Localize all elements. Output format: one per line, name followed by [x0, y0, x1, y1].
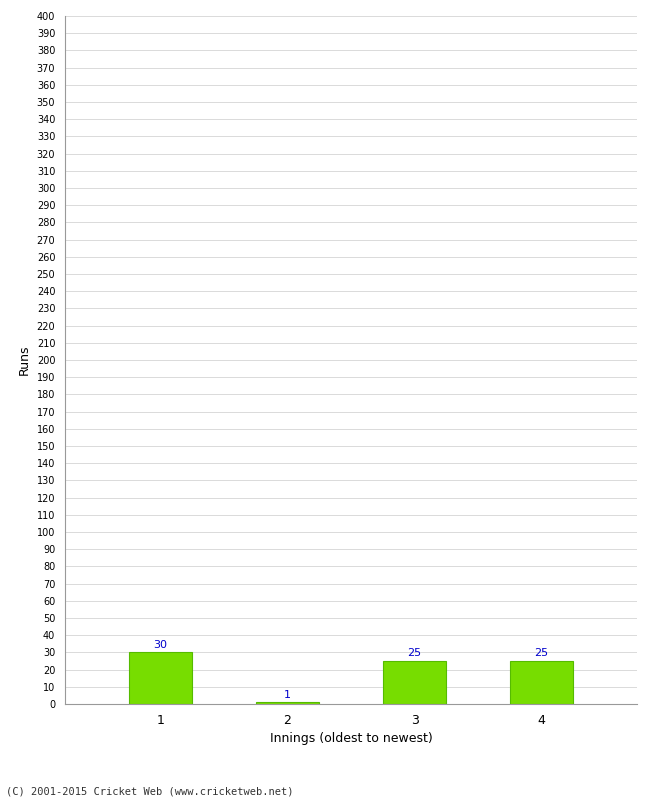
Text: (C) 2001-2015 Cricket Web (www.cricketweb.net): (C) 2001-2015 Cricket Web (www.cricketwe…	[6, 786, 294, 796]
Text: 25: 25	[534, 649, 549, 658]
Text: 1: 1	[284, 690, 291, 700]
Y-axis label: Runs: Runs	[18, 345, 31, 375]
Bar	[129, 653, 192, 704]
Bar	[510, 661, 573, 704]
Bar	[383, 661, 447, 704]
X-axis label: Innings (oldest to newest): Innings (oldest to newest)	[270, 732, 432, 746]
Text: 25: 25	[408, 649, 422, 658]
Text: 30: 30	[153, 640, 167, 650]
Bar	[255, 702, 319, 704]
